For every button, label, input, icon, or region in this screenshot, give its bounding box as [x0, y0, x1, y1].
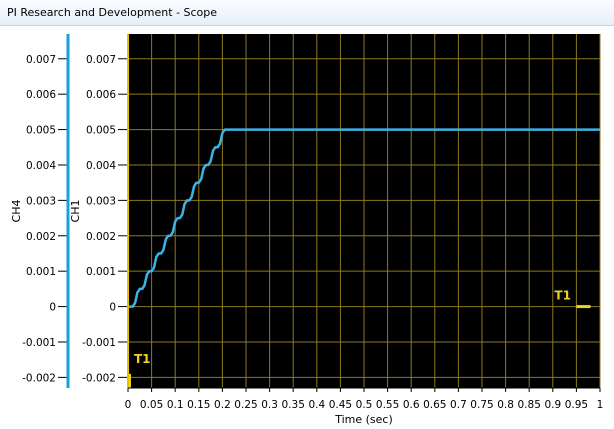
x-tick-label: 0.75	[470, 399, 493, 411]
x-tick-label: 0.05	[140, 399, 163, 411]
x-tick-label: 0.35	[282, 399, 305, 411]
trigger-label: T1	[554, 289, 571, 303]
x-tick-label: 0.7	[450, 399, 467, 411]
ch4-y-tick-label: 0.007	[26, 54, 56, 66]
window-titlebar: PI Research and Development - Scope	[0, 0, 614, 26]
x-axis-label: Time (sec)	[334, 413, 393, 426]
ch1-y-tick-label: 0	[109, 302, 116, 314]
ch4-y-tick-label: 0.001	[26, 266, 56, 278]
x-tick-label: 0.6	[403, 399, 420, 411]
ch1-trace	[128, 128, 600, 308]
ch4-y-tick-label: 0.005	[26, 125, 56, 137]
ch4-y-tick-label: -0.002	[22, 372, 56, 384]
x-tick-label: 0.4	[308, 399, 325, 411]
ch4-y-tick-label: -0.001	[22, 337, 56, 349]
x-tick-label: 0	[125, 399, 132, 411]
ch4-y-tick-label: 0.004	[26, 160, 56, 172]
x-tick-label: 0.45	[329, 399, 352, 411]
ch1-y-tick-label: 0.004	[86, 160, 116, 172]
ch4-y-tick-label: 0.002	[26, 231, 56, 243]
ch4-y-tick-label: 0.003	[26, 195, 56, 207]
ch1-y-tick-label: 0.006	[86, 89, 116, 101]
trigger-label: T1	[134, 352, 151, 366]
ch4-axis-label: CH4	[10, 200, 23, 223]
ch1-y-tick-label: -0.002	[82, 372, 116, 384]
x-tick-label: 0.9	[544, 399, 561, 411]
ch1-y-tick-label: 0.007	[86, 54, 116, 66]
ch4-y-tick-label: 0.006	[26, 89, 56, 101]
ch1-y-tick-label: 0.001	[86, 266, 116, 278]
x-tick-label: 1	[597, 399, 604, 411]
x-tick-label: 0.2	[214, 399, 231, 411]
window-title: PI Research and Development - Scope	[7, 6, 218, 19]
ch4-y-tick-label: 0	[49, 302, 56, 314]
ch1-y-tick-label: 0.003	[86, 195, 116, 207]
ch1-axis-label: CH1	[69, 200, 82, 223]
x-tick-label: 0.8	[497, 399, 514, 411]
x-tick-label: 0.15	[187, 399, 210, 411]
x-tick-label: 0.3	[261, 399, 278, 411]
x-tick-label: 0.55	[376, 399, 399, 411]
x-tick-label: 0.25	[234, 399, 257, 411]
x-tick-label: 0.85	[518, 399, 541, 411]
x-tick-label: 0.1	[167, 399, 184, 411]
x-tick-label: 0.95	[565, 399, 588, 411]
x-tick-label: 0.65	[423, 399, 446, 411]
x-tick-label: 0.5	[356, 399, 373, 411]
ch1-y-tick-label: 0.005	[86, 125, 116, 137]
ch1-y-tick-label: -0.001	[82, 337, 116, 349]
ch1-y-tick-label: 0.002	[86, 231, 116, 243]
